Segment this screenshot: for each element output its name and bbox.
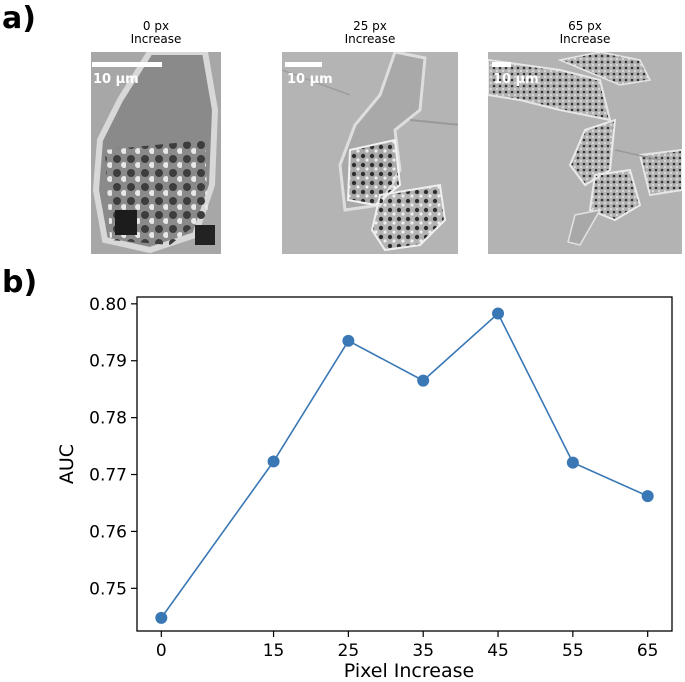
microscopy-tile-25px bbox=[282, 52, 458, 254]
series-points bbox=[155, 307, 654, 624]
tile-1-scale-label: 10 µm bbox=[93, 72, 139, 87]
microscopy-tile-0px bbox=[91, 52, 221, 254]
microscopy-images: 10 µm 10 µm 10 µm bbox=[91, 52, 682, 254]
data-point bbox=[417, 374, 430, 387]
data-point bbox=[155, 611, 168, 624]
x-tick-label: 65 bbox=[637, 641, 659, 661]
x-tick-label: 25 bbox=[338, 641, 360, 661]
microscopy-tile-65px bbox=[488, 52, 682, 254]
data-point bbox=[492, 307, 505, 320]
tile-3-scale-label: 10 µm bbox=[493, 72, 539, 87]
series-line bbox=[160, 312, 649, 619]
y-tick-label: 0.75 bbox=[89, 579, 127, 599]
tile-1-scalebar bbox=[92, 62, 162, 67]
tile-3-caption-line1: 65 px bbox=[568, 19, 602, 33]
data-point bbox=[641, 490, 654, 503]
data-point bbox=[267, 455, 280, 468]
tile-3-scalebar bbox=[492, 62, 511, 67]
tile-2-caption: 25 px Increase bbox=[282, 20, 458, 46]
x-tick-label: 35 bbox=[412, 641, 434, 661]
plot-area-frame bbox=[136, 296, 673, 632]
tile-1-caption-line1: 0 px bbox=[142, 19, 170, 33]
y-axis: 0.75 0.76 0.77 0.78 0.79 0.80 bbox=[89, 295, 137, 599]
x-tick-label: 45 bbox=[487, 641, 509, 661]
y-axis-label: AUC bbox=[56, 444, 78, 484]
x-tick-label: 15 bbox=[263, 641, 285, 661]
tile-1-caption: 0 px Increase bbox=[91, 20, 221, 46]
tile-2-caption-line2: Increase bbox=[344, 32, 396, 46]
x-axis-label: Pixel Increase bbox=[344, 660, 474, 682]
tile-3-caption-line2: Increase bbox=[559, 32, 611, 46]
y-tick-label: 0.79 bbox=[89, 352, 127, 372]
y-tick-label: 0.76 bbox=[89, 522, 127, 542]
data-point bbox=[342, 334, 355, 347]
y-tick-label: 0.78 bbox=[89, 409, 127, 429]
data-point bbox=[566, 456, 579, 469]
panel-label-a: a) bbox=[2, 1, 36, 36]
y-tick-label: 0.80 bbox=[89, 295, 127, 315]
microscopy-panel: 0 px Increase 25 px Increase 65 px Incre… bbox=[0, 0, 685, 262]
x-tick-label: 0 bbox=[156, 641, 167, 661]
tile-2-scalebar bbox=[285, 62, 322, 67]
y-tick-label: 0.77 bbox=[89, 466, 127, 486]
tile-2-scale-label: 10 µm bbox=[287, 72, 333, 87]
tile-1-caption-line2: Increase bbox=[130, 32, 182, 46]
tile-2-caption-line1: 25 px bbox=[353, 19, 387, 33]
tile-3-caption: 65 px Increase bbox=[488, 20, 682, 46]
x-tick-label: 55 bbox=[562, 641, 584, 661]
panel-label-b: b) bbox=[2, 265, 38, 300]
x-axis: 0 15 25 35 45 55 65 bbox=[156, 631, 659, 661]
